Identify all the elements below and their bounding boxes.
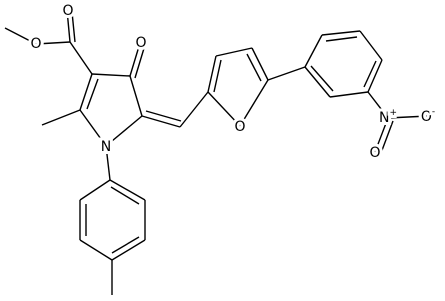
atom-symbol: O	[421, 109, 432, 125]
atom-label: O-	[421, 107, 435, 126]
atom-label: O	[62, 3, 73, 19]
bonds	[4, 9, 429, 295]
atom-charge: -	[432, 107, 435, 117]
atom-labels: O O O N O N+ O- O	[27, 0, 438, 164]
atom-label: N	[101, 139, 111, 155]
atom-label: N+	[379, 108, 397, 127]
atom-label: O	[135, 35, 146, 51]
atom-charge: +	[389, 108, 397, 118]
atom-label: O	[30, 36, 41, 52]
atom-label: O	[234, 119, 245, 135]
atom-symbol: N	[379, 110, 389, 126]
atom-label: O	[369, 145, 380, 161]
